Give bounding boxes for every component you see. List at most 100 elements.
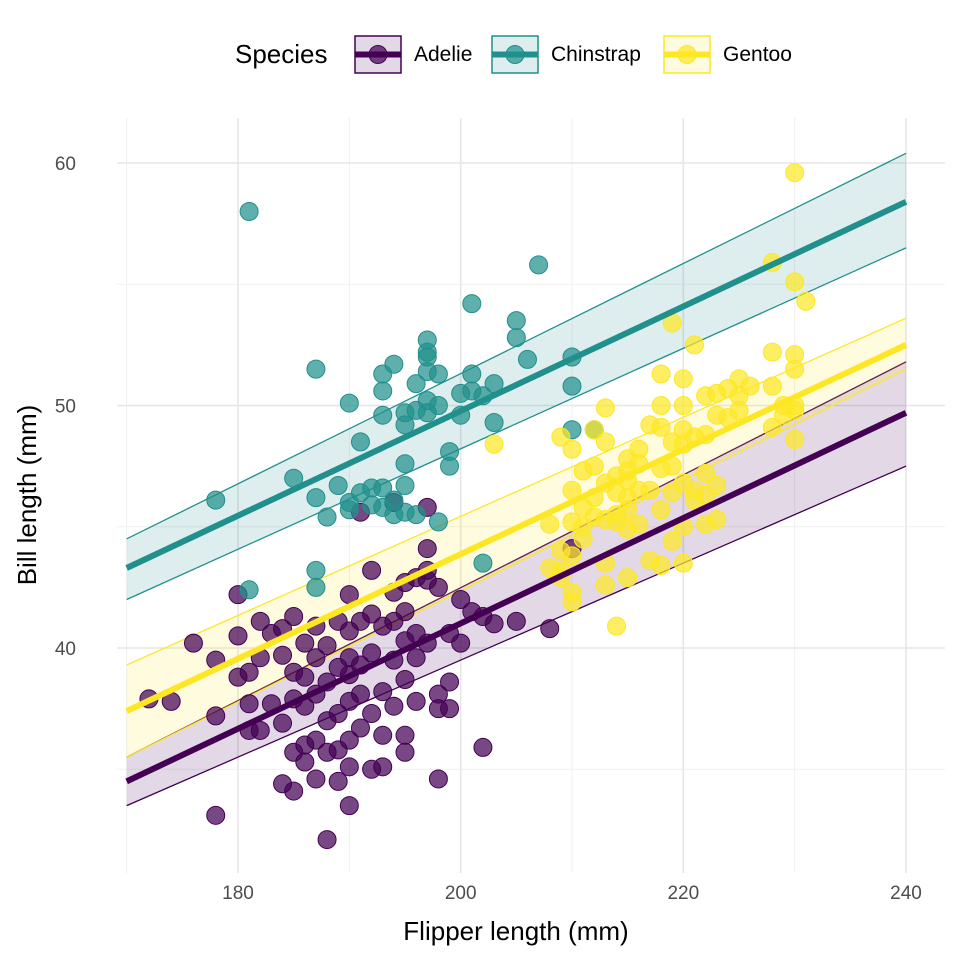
data-point-adelie <box>406 648 426 668</box>
data-point-chinstrap <box>506 311 526 331</box>
data-point-chinstrap <box>440 456 460 476</box>
data-point-adelie <box>273 713 293 733</box>
data-point-adelie <box>250 611 270 631</box>
data-point-adelie <box>373 757 393 777</box>
data-point-adelie <box>362 643 382 663</box>
data-point-adelie <box>284 606 304 626</box>
data-point-gentoo <box>584 420 604 440</box>
data-point-adelie <box>428 577 448 597</box>
data-point-chinstrap <box>384 354 404 374</box>
data-point-adelie <box>284 781 304 801</box>
data-point-adelie <box>373 682 393 702</box>
data-point-chinstrap <box>239 202 259 221</box>
data-point-chinstrap <box>306 488 326 508</box>
legend-label-gentoo: Gentoo <box>723 43 792 66</box>
data-point-adelie <box>484 614 504 634</box>
data-point-gentoo <box>762 342 782 362</box>
y-tick-label: 40 <box>55 639 76 660</box>
legend: Species Adelie Chinstrap Gentoo <box>235 35 792 74</box>
data-point-chinstrap <box>373 381 393 401</box>
data-point-chinstrap <box>317 507 337 527</box>
data-point-adelie <box>451 633 471 653</box>
y-tick-label: 50 <box>55 397 76 418</box>
data-point-gentoo <box>673 553 693 573</box>
confidence-band-chinstrap <box>126 153 906 600</box>
data-point-chinstrap <box>339 500 359 520</box>
data-point-gentoo <box>673 396 693 415</box>
x-tick-label: 220 <box>667 883 699 904</box>
data-point-chinstrap <box>328 476 348 496</box>
data-point-adelie <box>317 636 337 656</box>
data-point-chinstrap <box>517 349 537 369</box>
data-point-gentoo <box>618 500 638 520</box>
data-point-gentoo <box>673 369 693 389</box>
data-point-gentoo <box>651 364 671 384</box>
data-point-adelie <box>373 725 393 745</box>
data-point-adelie <box>384 696 404 716</box>
data-point-gentoo <box>785 359 805 379</box>
data-point-gentoo <box>629 514 649 534</box>
data-point-adelie <box>183 633 203 653</box>
legend-item-adelie: Adelie <box>354 35 472 74</box>
data-point-gentoo <box>595 398 615 418</box>
data-point-adelie <box>350 684 370 704</box>
band-lower-edge-chinstrap <box>126 247 907 601</box>
data-point-adelie <box>473 737 493 757</box>
data-point-gentoo <box>785 400 805 420</box>
data-point-gentoo <box>651 417 671 437</box>
data-point-gentoo <box>762 417 782 437</box>
x-tick-label: 200 <box>445 883 477 904</box>
data-point-chinstrap <box>373 478 393 498</box>
regression-lines <box>125 199 908 785</box>
data-point-adelie <box>306 648 326 668</box>
data-point-chinstrap <box>473 553 493 573</box>
data-point-adelie <box>362 604 382 624</box>
data-point-adelie <box>328 703 348 723</box>
data-point-chinstrap <box>428 364 448 384</box>
data-point-adelie <box>406 691 426 711</box>
data-point-gentoo <box>551 427 571 447</box>
data-point-adelie <box>328 771 348 791</box>
legend-label-chinstrap: Chinstrap <box>551 43 641 66</box>
data-point-chinstrap <box>373 405 393 425</box>
data-point-gentoo <box>484 434 504 454</box>
data-point-adelie <box>540 619 560 639</box>
data-point-adelie <box>206 805 226 825</box>
data-point-chinstrap <box>395 454 415 474</box>
data-point-adelie <box>417 539 437 559</box>
data-point-adelie <box>339 730 359 750</box>
data-point-chinstrap <box>428 396 448 415</box>
data-point-chinstrap <box>462 294 482 314</box>
legend-title: Species <box>235 39 328 69</box>
data-point-gentoo <box>785 429 805 449</box>
legend-label-adelie: Adelie <box>414 43 472 66</box>
y-axis-title: Bill length (mm) <box>12 405 42 586</box>
data-point-gentoo <box>796 291 816 311</box>
data-point-chinstrap <box>462 364 482 384</box>
data-point-adelie <box>395 725 415 745</box>
x-tick-label: 240 <box>890 883 922 904</box>
data-point-adelie <box>339 757 359 777</box>
data-point-adelie <box>273 645 293 665</box>
data-point-chinstrap <box>484 412 504 432</box>
data-point-gentoo <box>573 529 593 549</box>
y-tick-label: 60 <box>55 154 76 175</box>
data-point-gentoo <box>707 476 727 496</box>
data-point-adelie <box>295 752 315 772</box>
data-point-gentoo <box>595 432 615 452</box>
data-point-adelie <box>317 830 337 850</box>
legend-point-adelie <box>368 45 388 64</box>
data-point-gentoo <box>762 376 782 396</box>
band-lower-edge-adelie <box>126 465 907 807</box>
data-point-gentoo <box>740 376 760 396</box>
data-point-adelie <box>506 611 526 631</box>
data-point-adelie <box>295 667 315 687</box>
data-point-chinstrap <box>306 359 326 379</box>
x-axis-title: Flipper length (mm) <box>403 916 628 946</box>
data-point-gentoo <box>785 272 805 292</box>
data-point-adelie <box>395 742 415 762</box>
regression-line-gentoo <box>125 342 908 714</box>
data-point-chinstrap <box>206 490 226 510</box>
data-point-gentoo <box>595 575 615 595</box>
